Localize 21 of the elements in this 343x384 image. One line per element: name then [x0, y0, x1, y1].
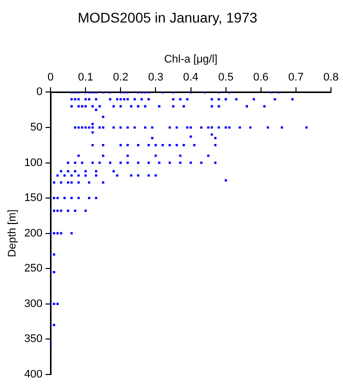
y-tick-label: 150 [24, 192, 43, 204]
x-tick-label: 0.8 [323, 72, 339, 84]
x-tick-label: 0.7 [288, 72, 304, 84]
y-tick-label: 50 [30, 122, 43, 134]
x-tick-label: 0.4 [183, 72, 198, 84]
y-tick-label: 0 [36, 86, 43, 98]
x-tick-label: 0.3 [148, 72, 164, 84]
y-tick-label: 350 [24, 333, 43, 346]
y-tick-label: 250 [24, 262, 43, 275]
y-axis-title: Depth [m] [6, 209, 19, 258]
x-tick-label: 0.5 [218, 72, 234, 84]
x-tick-label: 0.1 [78, 72, 94, 84]
x-axis-title: Chl-a [μg/l] [164, 53, 218, 66]
x-tick-label: 0.6 [253, 72, 269, 84]
chart-title: MODS2005 in January, 1973 [78, 9, 258, 26]
y-tick-label: 400 [24, 368, 43, 380]
x-tick-label: 0 [47, 72, 54, 84]
x-tick-label: 0.2 [113, 72, 128, 84]
y-tick-label: 100 [24, 156, 43, 169]
y-tick-label: 300 [24, 298, 43, 310]
y-tick-label: 200 [24, 227, 43, 240]
